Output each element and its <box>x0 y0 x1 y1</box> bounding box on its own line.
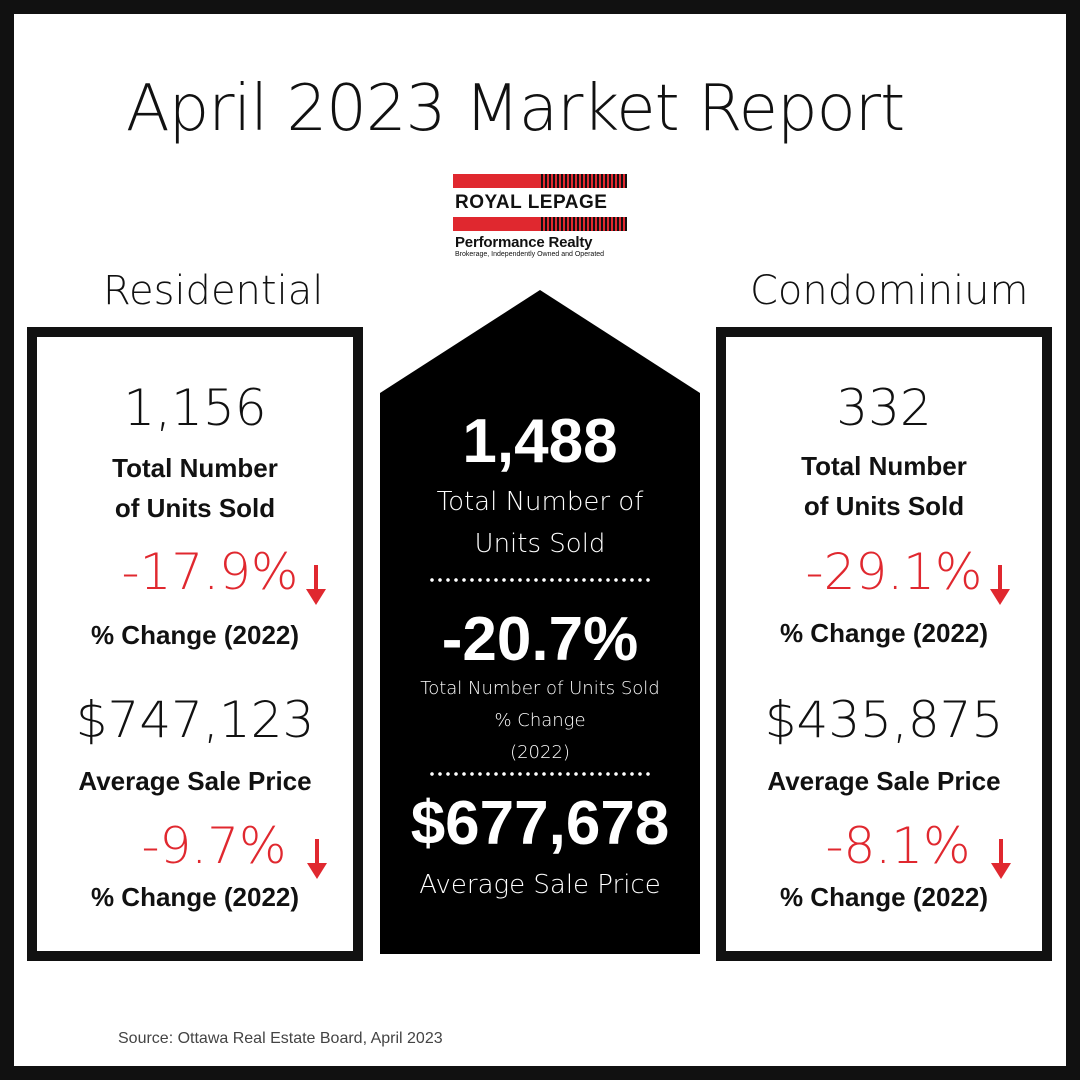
total-units-label-1: Total Number of <box>436 487 644 517</box>
total-change-label-1: Total Number of Units Sold <box>420 678 660 699</box>
royal-lepage-logo: ROYAL LEPAGE Performance Realty Brokerag… <box>453 174 627 272</box>
condominium-units-change-row: -29.1% <box>726 543 1042 607</box>
condominium-panel: 332 Total Number of Units Sold -29.1% % … <box>716 327 1052 961</box>
residential-price: $747,123 <box>75 691 315 749</box>
residential-units-change: -17.9% <box>121 543 299 601</box>
condominium-price-label: Average Sale Price <box>767 766 1001 796</box>
logo-middle-bar <box>453 217 627 231</box>
residential-price-label: Average Sale Price <box>78 766 312 796</box>
residential-price-change: -9.7% <box>141 817 287 875</box>
residential-price-change-row: -9.7% <box>37 817 353 881</box>
residential-units-change-row: -17.9% <box>37 543 353 607</box>
logo-top-bar <box>453 174 627 188</box>
residential-units-label-1: Total Number <box>112 453 278 483</box>
residential-units-label-2: of Units Sold <box>114 493 276 523</box>
condominium-units-label-1: Total Number <box>801 451 967 481</box>
divider-dots-1 <box>428 577 652 583</box>
total-units: 1,488 <box>462 407 618 476</box>
condominium-units: 332 <box>836 379 932 437</box>
residential-units: 1,156 <box>123 379 267 437</box>
down-arrow-icon <box>306 564 327 605</box>
house-shape <box>380 290 700 954</box>
divider-dots-2 <box>428 771 652 777</box>
total-change: -20.7% <box>441 605 639 674</box>
page-title: April 2023 Market Report <box>125 72 905 146</box>
residential-price-change-label: % Change (2022) <box>90 882 300 912</box>
down-arrow-icon <box>990 838 1011 879</box>
total-price: $677,678 <box>410 789 670 858</box>
residential-units-change-label: % Change (2022) <box>90 620 300 650</box>
down-arrow-icon <box>306 838 327 879</box>
condominium-price-change: -8.1% <box>825 817 971 875</box>
condominium-price-change-label: % Change (2022) <box>779 882 989 912</box>
logo-name: Performance Realty <box>455 234 593 251</box>
condominium-heading: Condominium <box>750 268 1029 314</box>
logo-brand: ROYAL LEPAGE <box>455 192 608 213</box>
condominium-price: $435,875 <box>764 691 1004 749</box>
total-change-label-2: % Change <box>494 710 586 731</box>
source-note: Source: Ottawa Real Estate Board, April … <box>118 1030 443 1047</box>
logo-tagline: Brokerage, Independently Owned and Opera… <box>455 251 605 258</box>
condominium-units-label-2: of Units Sold <box>803 491 965 521</box>
total-price-label: Average Sale Price <box>419 870 661 900</box>
total-units-label-2: Units Sold <box>474 529 606 559</box>
residential-panel: 1,156 Total Number of Units Sold -17.9% … <box>27 327 363 961</box>
residential-heading: Residential <box>103 268 324 314</box>
down-arrow-icon <box>990 564 1011 605</box>
condominium-units-change: -29.1% <box>805 543 983 601</box>
condominium-price-change-row: -8.1% <box>726 817 1042 881</box>
total-change-label-3: (2022) <box>510 742 570 763</box>
condominium-units-change-label: % Change (2022) <box>779 618 989 648</box>
